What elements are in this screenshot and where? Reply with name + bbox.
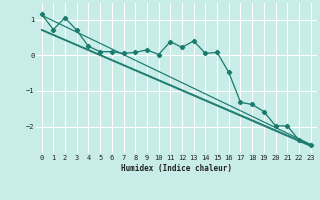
X-axis label: Humidex (Indice chaleur): Humidex (Indice chaleur) (121, 164, 232, 173)
